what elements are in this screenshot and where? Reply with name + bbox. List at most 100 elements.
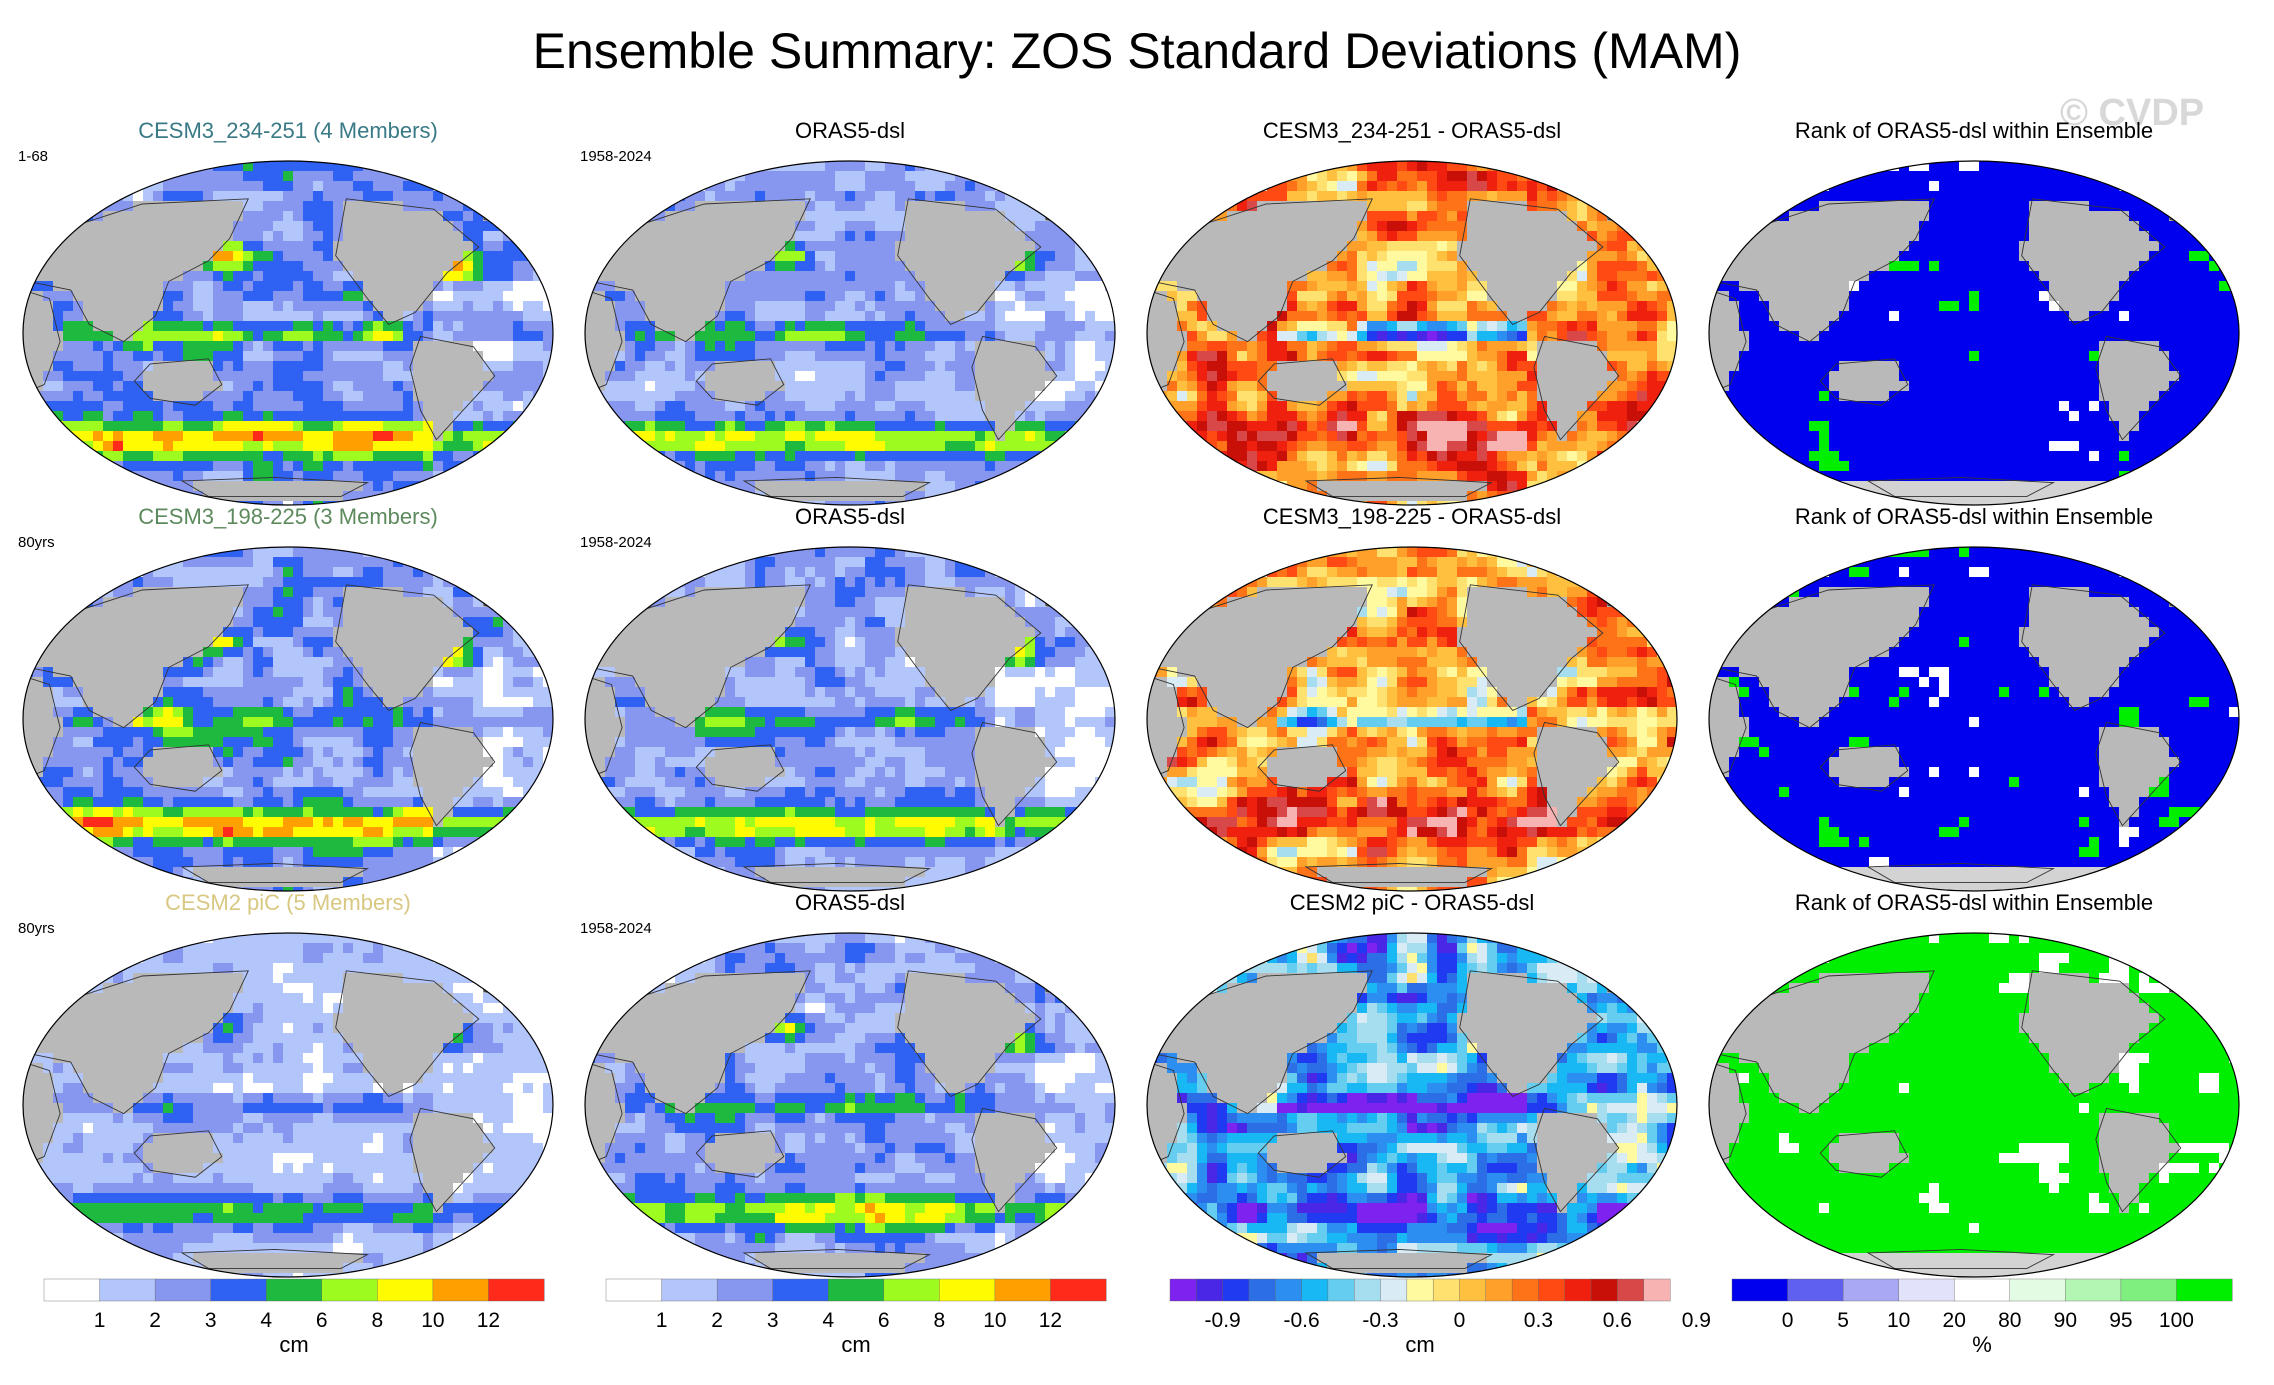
land-cell xyxy=(1909,231,1920,242)
ocean-cell xyxy=(443,301,454,312)
ocean-cell xyxy=(845,221,856,232)
ocean-cell xyxy=(53,401,64,412)
land-cell xyxy=(1297,211,1308,222)
ocean-cell xyxy=(1949,231,1960,242)
ocean-cell xyxy=(1627,281,1638,292)
land-cell xyxy=(2099,231,2110,242)
ocean-cell xyxy=(1397,371,1408,382)
land-cell xyxy=(433,381,444,392)
land-cell xyxy=(945,291,956,302)
ocean-cell xyxy=(1467,291,1478,302)
land-cell xyxy=(1217,271,1228,282)
ocean-cell xyxy=(895,281,906,292)
ocean-cell xyxy=(1015,261,1026,272)
land-cell xyxy=(735,231,746,242)
land-cell xyxy=(1307,241,1318,252)
land-cell xyxy=(133,251,144,262)
ocean-cell xyxy=(143,351,154,362)
ocean-cell xyxy=(625,381,636,392)
ocean-cell xyxy=(865,391,876,402)
ocean-cell xyxy=(1647,311,1658,322)
ocean-cell xyxy=(1487,371,1498,382)
ocean-cell xyxy=(313,451,324,462)
ocean-cell xyxy=(1247,361,1258,372)
land-cell xyxy=(413,341,424,352)
land-cell xyxy=(585,301,596,312)
land-cell xyxy=(2059,231,2070,242)
land-cell xyxy=(655,261,666,272)
ocean-cell xyxy=(645,401,656,412)
ocean-cell xyxy=(243,341,254,352)
ocean-cell xyxy=(443,331,454,342)
land-cell xyxy=(1849,271,1860,282)
ocean-cell xyxy=(1045,271,1056,282)
ocean-cell xyxy=(1949,241,1960,252)
ocean-cell xyxy=(855,231,866,242)
ocean-cell xyxy=(1979,261,1990,272)
ocean-cell xyxy=(213,431,224,442)
ocean-cell xyxy=(313,171,324,182)
ocean-cell xyxy=(1387,441,1398,452)
ocean-cell xyxy=(1277,321,1288,332)
land-cell xyxy=(985,341,996,352)
ocean-cell xyxy=(2179,231,2190,242)
ocean-cell xyxy=(1407,451,1418,462)
ocean-cell xyxy=(1187,381,1198,392)
land-cell xyxy=(1879,241,1890,252)
land-cell xyxy=(2039,201,2050,212)
land-cell xyxy=(443,221,454,232)
ocean-cell xyxy=(825,261,836,272)
ocean-cell xyxy=(1217,441,1228,452)
ocean-cell xyxy=(93,331,104,342)
ocean-cell xyxy=(985,201,996,212)
ocean-cell xyxy=(313,271,324,282)
ocean-cell xyxy=(685,411,696,422)
land-cell xyxy=(123,291,134,302)
ocean-cell xyxy=(1397,211,1408,222)
land-cell xyxy=(1557,241,1568,252)
ocean-cell xyxy=(945,461,956,472)
ocean-cell xyxy=(303,201,314,212)
land-cell xyxy=(1157,311,1168,322)
map-panel-r1c2: ORAS5-dsl 1958-2024 xyxy=(580,118,1120,508)
ocean-cell xyxy=(423,301,434,312)
ocean-cell xyxy=(655,331,666,342)
ocean-cell xyxy=(1477,191,1488,202)
ocean-cell xyxy=(1095,301,1106,312)
ocean-cell xyxy=(253,421,264,432)
ocean-cell xyxy=(453,291,464,302)
ocean-cell xyxy=(1417,271,1428,282)
ocean-cell xyxy=(1627,391,1638,402)
land-cell xyxy=(1467,241,1478,252)
land-cell xyxy=(2079,221,2090,232)
ocean-cell xyxy=(263,441,274,452)
land-cell xyxy=(955,281,966,292)
land-cell xyxy=(1809,251,1820,262)
ocean-cell xyxy=(885,341,896,352)
land-cell xyxy=(1507,231,1518,242)
ocean-cell xyxy=(845,461,856,472)
land-cell xyxy=(1537,211,1548,222)
ocean-cell xyxy=(915,381,926,392)
land-cell xyxy=(1919,211,1930,222)
land-cell xyxy=(925,281,936,292)
land-cell xyxy=(745,251,756,262)
ocean-cell xyxy=(1467,321,1478,332)
ocean-cell xyxy=(1377,281,1388,292)
ocean-cell xyxy=(845,411,856,422)
ocean-cell xyxy=(1447,231,1458,242)
ocean-cell xyxy=(1477,301,1488,312)
land-cell xyxy=(1537,301,1548,312)
land-cell xyxy=(203,251,214,262)
ocean-cell xyxy=(133,341,144,352)
ocean-cell xyxy=(1217,381,1228,392)
ocean-cell xyxy=(1105,331,1115,342)
ocean-cell xyxy=(885,311,896,322)
ocean-cell xyxy=(885,381,896,392)
ocean-cell xyxy=(173,181,184,192)
ocean-cell xyxy=(423,421,434,432)
ocean-cell xyxy=(303,441,314,452)
land-cell xyxy=(73,251,84,262)
ocean-cell xyxy=(183,351,194,362)
land-cell xyxy=(153,391,164,402)
